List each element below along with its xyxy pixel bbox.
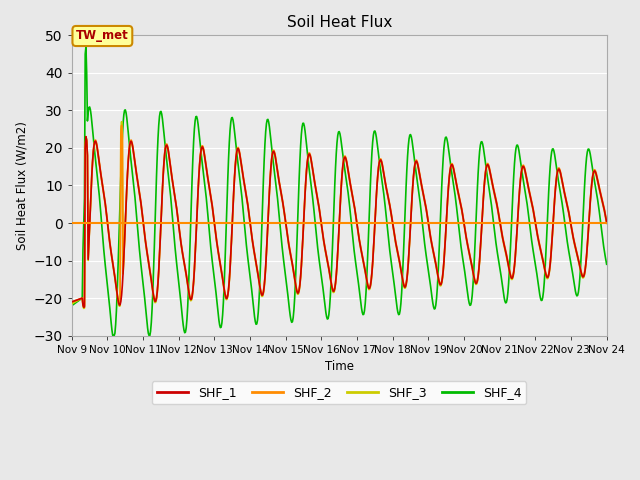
SHF_1	[80, 304, 88, 310]
X-axis label: Time: Time	[324, 360, 354, 373]
SHF_2	[118, 122, 125, 128]
SHF_1	[187, 297, 195, 302]
Line: SHF_4: SHF_4	[72, 47, 607, 336]
SHF_4	[187, 220, 195, 226]
SHF_4	[385, 234, 392, 240]
SHF_3	[332, 274, 340, 279]
SHF_3	[385, 196, 392, 202]
SHF_4	[210, 270, 218, 276]
SHF_1	[68, 299, 76, 305]
Line: SHF_3: SHF_3	[72, 121, 607, 308]
SHF_4	[109, 333, 117, 338]
SHF_4	[437, 202, 445, 207]
SHF_3	[80, 305, 88, 311]
Line: SHF_2: SHF_2	[72, 125, 607, 306]
SHF_3	[187, 298, 195, 304]
SHF_2	[80, 303, 88, 309]
SHF_1	[556, 166, 563, 172]
Y-axis label: Soil Heat Flux (W/m2): Soil Heat Flux (W/m2)	[15, 121, 28, 250]
SHF_1	[437, 282, 445, 288]
SHF_4	[556, 182, 563, 188]
SHF_2	[385, 194, 392, 200]
Title: Soil Heat Flux: Soil Heat Flux	[287, 15, 392, 30]
SHF_1	[332, 273, 340, 278]
SHF_3	[437, 283, 445, 288]
SHF_4	[68, 303, 76, 309]
SHF_4	[603, 262, 611, 267]
SHF_2	[187, 296, 195, 301]
SHF_1	[603, 219, 611, 225]
SHF_2	[437, 281, 445, 287]
SHF_4	[332, 151, 340, 156]
SHF_3	[210, 216, 218, 221]
SHF_3	[118, 119, 125, 124]
SHF_3	[68, 301, 76, 307]
SHF_1	[385, 195, 392, 201]
SHF_1	[210, 215, 218, 220]
Text: TW_met: TW_met	[76, 29, 129, 43]
SHF_2	[332, 272, 340, 277]
Legend: SHF_1, SHF_2, SHF_3, SHF_4: SHF_1, SHF_2, SHF_3, SHF_4	[152, 382, 527, 405]
SHF_2	[68, 299, 76, 305]
Line: SHF_1: SHF_1	[72, 137, 607, 307]
SHF_2	[603, 218, 611, 224]
SHF_2	[210, 214, 218, 219]
SHF_4	[82, 44, 90, 49]
SHF_2	[556, 165, 563, 171]
SHF_3	[603, 220, 611, 226]
SHF_1	[82, 134, 90, 140]
SHF_3	[556, 168, 563, 173]
